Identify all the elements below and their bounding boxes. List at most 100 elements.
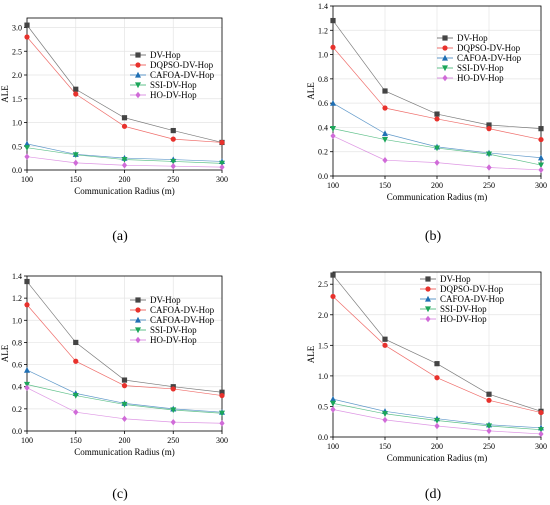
legend-marker: [425, 276, 431, 282]
x-tick-label: 150: [70, 436, 82, 445]
legend-label: DV-Hop: [150, 50, 181, 60]
data-point: [538, 166, 544, 174]
data-point: [434, 116, 440, 122]
legend-label: HO-DV-Hop: [150, 90, 197, 100]
legend: DV-HopDQPSO-DV-HopCAFOA-DV-HopSSI-DV-Hop…: [437, 33, 522, 83]
y-tick-label: 3.0: [12, 24, 22, 33]
legend-label: HO-DV-Hop: [440, 314, 487, 324]
data-point: [486, 122, 492, 128]
y-tick-label: 1.0: [12, 119, 22, 128]
y-tick-label: 1.5: [318, 341, 328, 350]
data-point: [330, 17, 336, 24]
data-point: [330, 400, 336, 407]
legend-marker: [135, 91, 141, 99]
chart-panel-4: 0.0 0.5 1.0 1.5 2.0 2.5 100 150 200 250 300 Communi…: [306, 271, 547, 502]
y-tick-label: 2.5: [12, 47, 22, 56]
y-tick-label: 1.0: [318, 372, 328, 381]
legend-label: CAFOA-DV-Hop: [457, 53, 522, 63]
data-point: [24, 366, 30, 373]
y-tick-label: 2.0: [12, 71, 22, 80]
x-tick-label: 250: [167, 175, 179, 184]
panel-caption: (a): [112, 229, 128, 244]
y-tick-label: 1.2: [318, 26, 328, 35]
data-point: [170, 418, 176, 426]
data-point: [219, 139, 225, 146]
panel-caption: (d): [425, 487, 442, 502]
data-point: [219, 389, 225, 395]
data-point: [121, 115, 128, 121]
data-point: [24, 153, 30, 160]
x-tick-label: 300: [535, 181, 547, 190]
x-tick-label: 250: [167, 436, 179, 445]
legend-marker: [135, 307, 141, 313]
y-tick-label: 0.6: [318, 99, 328, 108]
data-point: [121, 401, 128, 408]
y-tick-label: 0.2: [318, 148, 328, 157]
legend-label: DQPSO-DV-Hop: [150, 60, 214, 70]
data-point: [24, 384, 30, 392]
legend-marker: [425, 295, 431, 302]
legend-marker: [135, 62, 141, 68]
y-axis-title: ALE: [306, 345, 316, 363]
legend-marker: [442, 74, 448, 82]
data-point: [434, 375, 440, 381]
data-point: [219, 420, 225, 427]
legend-label: CAFOA-DV-Hop: [440, 294, 505, 304]
y-tick-label: 0.2: [12, 405, 22, 414]
data-point: [24, 22, 30, 28]
x-tick-label: 300: [535, 442, 547, 451]
legend-label: HO-DV-Hop: [457, 73, 504, 83]
data-point: [330, 272, 336, 278]
data-point: [24, 34, 30, 40]
x-tick-label: 100: [21, 436, 33, 445]
y-tick-label: 2.5: [318, 280, 328, 289]
panel-caption: (c): [112, 487, 128, 502]
y-tick-label: 1.4: [12, 272, 22, 281]
legend-marker: [425, 286, 431, 292]
x-tick-label: 300: [216, 436, 228, 445]
y-tick-label: 0.8: [12, 338, 22, 347]
data-point: [121, 377, 128, 383]
data-point: [72, 392, 79, 399]
data-point: [72, 152, 79, 158]
data-point: [486, 126, 492, 132]
data-point: [121, 156, 128, 163]
data-point: [121, 162, 128, 169]
x-tick-label: 100: [327, 181, 339, 190]
legend-marker: [442, 35, 448, 41]
data-point: [486, 427, 492, 435]
y-tick-label: 0.5: [318, 402, 328, 411]
data-point: [382, 130, 388, 137]
legend-marker: [135, 327, 141, 334]
data-point: [486, 397, 492, 403]
y-tick-label: 0.8: [318, 75, 328, 84]
y-tick-label: 0.0: [12, 166, 22, 175]
data-point: [330, 132, 336, 140]
x-tick-label: 150: [379, 442, 391, 451]
legend-label: SSI-DV-Hop: [150, 80, 197, 90]
x-tick-label: 150: [70, 175, 82, 184]
data-point: [382, 342, 388, 348]
y-axis-title: ALE: [306, 82, 316, 100]
legend-marker: [135, 52, 141, 58]
y-tick-label: 2.0: [318, 311, 328, 320]
data-point: [121, 123, 128, 129]
data-point: [330, 395, 336, 402]
data-point: [170, 127, 176, 134]
legend-label: CAFOA-DV-Hop: [150, 305, 215, 315]
data-point: [330, 126, 336, 132]
y-tick-label: 1.4: [318, 2, 328, 11]
data-point: [434, 361, 440, 367]
x-tick-label: 100: [21, 175, 33, 184]
legend-marker: [135, 336, 141, 344]
chart-panel-1: 0.0 0.5 1.0 1.5 2.0 2.5 3.0 100 150 200 250 300 Comm…: [0, 17, 228, 244]
legend-label: SSI-DV-Hop: [440, 304, 487, 314]
data-point: [219, 392, 225, 399]
legend-marker: [135, 316, 141, 323]
data-point: [73, 159, 79, 167]
y-tick-label: 0.0: [318, 433, 328, 442]
data-point: [434, 111, 440, 117]
data-point: [73, 408, 79, 416]
y-tick-label: 0.5: [12, 142, 22, 151]
